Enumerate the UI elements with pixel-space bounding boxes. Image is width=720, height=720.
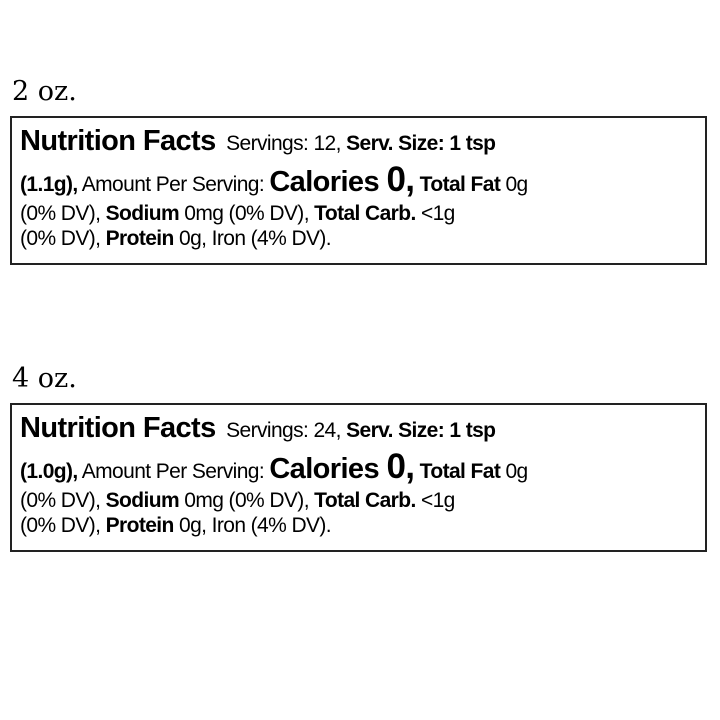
- panel-text: 0g, Iron (4% DV).: [173, 226, 332, 250]
- panel-text: (1.1g),: [20, 172, 78, 196]
- panel-text: Protein: [105, 226, 175, 250]
- panel-text: Total Carb.: [314, 201, 416, 225]
- panel-text: (0% DV),: [20, 226, 106, 250]
- panel-text: Total Carb.: [314, 488, 416, 512]
- panel-text: 0g: [500, 459, 528, 483]
- panel-text: 0g, Iron (4% DV).: [173, 513, 332, 537]
- panel-line: Nutrition Facts Servings: 12, Serv. Size…: [20, 124, 697, 159]
- panel-line: (0% DV), Protein 0g, Iron (4% DV).: [20, 513, 697, 538]
- panel-line: (0% DV), Sodium 0mg (0% DV), Total Carb.…: [20, 488, 697, 513]
- panel-text: (0% DV),: [20, 513, 106, 537]
- panel-text: Amount Per Serving:: [77, 172, 270, 196]
- panel-text: Servings: 24,: [215, 419, 347, 442]
- nutrition-panel-4oz: Nutrition Facts Servings: 24, Serv. Size…: [10, 403, 707, 552]
- panel-text: Protein: [105, 513, 175, 537]
- panel-text: 0,: [386, 159, 415, 199]
- panel-text: 0,: [386, 446, 415, 486]
- panel-text: Total Fat: [414, 172, 501, 196]
- panel-line: Nutrition Facts Servings: 24, Serv. Size…: [20, 411, 697, 446]
- panel-text: Sodium: [105, 488, 180, 512]
- panel-text: <1g: [415, 488, 455, 512]
- panel-line: (0% DV), Sodium 0mg (0% DV), Total Carb.…: [20, 201, 697, 226]
- nutrition-panel-2oz: Nutrition Facts Servings: 12, Serv. Size…: [10, 116, 707, 265]
- panel-text: Amount Per Serving:: [77, 459, 270, 483]
- panel-text: Serv. Size: 1 tsp: [346, 419, 496, 442]
- panel-line: (1.1g), Amount Per Serving: Calories 0, …: [20, 159, 697, 201]
- panel-text: 0mg (0% DV),: [179, 201, 315, 225]
- panel-text: (1.0g),: [20, 459, 78, 483]
- panel-text: Total Fat: [414, 459, 501, 483]
- panel-text: 0mg (0% DV),: [179, 488, 315, 512]
- panel-text: (0% DV),: [20, 488, 106, 512]
- panel-text: Sodium: [105, 201, 180, 225]
- panel-text: Calories: [269, 165, 387, 198]
- panel-line: (1.0g), Amount Per Serving: Calories 0, …: [20, 446, 697, 488]
- panel-text: (0% DV),: [20, 201, 106, 225]
- panel-text: Nutrition Facts: [20, 412, 216, 444]
- panel-text: Calories: [269, 452, 387, 485]
- panel-text: Nutrition Facts: [20, 125, 216, 157]
- panel-line: (0% DV), Protein 0g, Iron (4% DV).: [20, 226, 697, 251]
- size-label-2oz: 2 oz.: [12, 76, 77, 107]
- panel-text: 0g: [500, 172, 528, 196]
- panel-text: Serv. Size: 1 tsp: [346, 132, 496, 155]
- size-label-4oz: 4 oz.: [12, 363, 77, 394]
- panel-text: <1g: [415, 201, 455, 225]
- panel-text: Servings: 12,: [215, 132, 347, 155]
